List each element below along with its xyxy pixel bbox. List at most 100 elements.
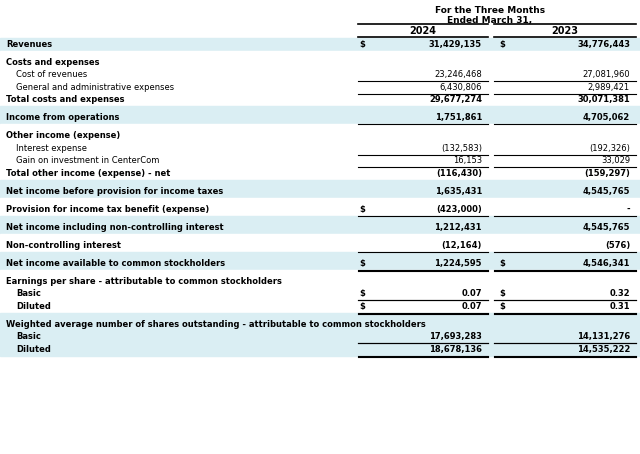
- Text: $: $: [359, 289, 365, 298]
- Text: 27,081,960: 27,081,960: [582, 70, 630, 79]
- Bar: [0, 216, 640, 221]
- Text: 17,693,283: 17,693,283: [429, 332, 482, 341]
- Text: 0.07: 0.07: [461, 289, 482, 298]
- Text: (132,583): (132,583): [441, 144, 482, 153]
- Bar: [0, 252, 640, 257]
- Bar: [0, 287, 640, 300]
- Bar: [0, 221, 640, 233]
- Text: Ended March 31,: Ended March 31,: [447, 16, 532, 25]
- Bar: [0, 239, 640, 252]
- Text: (116,430): (116,430): [436, 169, 482, 178]
- Text: For the Three Months: For the Three Months: [435, 6, 545, 15]
- Bar: [0, 203, 640, 216]
- Bar: [0, 270, 640, 275]
- Text: 1,212,431: 1,212,431: [435, 223, 482, 232]
- Text: Non-controlling interest: Non-controlling interest: [6, 241, 121, 250]
- Bar: [0, 318, 640, 331]
- Bar: [0, 50, 640, 56]
- Text: 2023: 2023: [552, 26, 579, 36]
- Text: 30,071,381: 30,071,381: [577, 95, 630, 104]
- Bar: [0, 275, 640, 287]
- Bar: [0, 257, 640, 270]
- Bar: [0, 112, 640, 124]
- Bar: [0, 154, 640, 167]
- Text: Revenues: Revenues: [6, 40, 52, 49]
- Text: $: $: [359, 205, 365, 214]
- Text: Gain on investment in CenterCom: Gain on investment in CenterCom: [16, 156, 159, 165]
- Text: 33,029: 33,029: [601, 156, 630, 165]
- Bar: [0, 343, 640, 355]
- Text: 1,635,431: 1,635,431: [435, 187, 482, 196]
- Text: (12,164): (12,164): [442, 241, 482, 250]
- Text: Costs and expenses: Costs and expenses: [6, 58, 99, 67]
- Text: 14,535,222: 14,535,222: [577, 345, 630, 354]
- Text: 14,131,276: 14,131,276: [577, 332, 630, 341]
- Text: $: $: [359, 40, 365, 49]
- Text: Cost of revenues: Cost of revenues: [16, 70, 87, 79]
- Text: 2,989,421: 2,989,421: [588, 83, 630, 92]
- Bar: [0, 94, 640, 106]
- Text: $: $: [499, 289, 505, 298]
- Text: (159,297): (159,297): [584, 169, 630, 178]
- Text: 2024: 2024: [410, 26, 436, 36]
- Text: Weighted average number of shares outstanding - attributable to common stockhold: Weighted average number of shares outsta…: [6, 320, 426, 329]
- Text: (423,000): (423,000): [436, 205, 482, 214]
- Text: Earnings per share - attributable to common stockholders: Earnings per share - attributable to com…: [6, 277, 282, 286]
- Text: Net income before provision for income taxes: Net income before provision for income t…: [6, 187, 223, 196]
- Text: 31,429,135: 31,429,135: [429, 40, 482, 49]
- Text: Basic: Basic: [16, 332, 41, 341]
- Text: $: $: [359, 259, 365, 268]
- Bar: [0, 106, 640, 112]
- Bar: [0, 197, 640, 203]
- Text: 34,776,443: 34,776,443: [577, 40, 630, 49]
- Text: Income from operations: Income from operations: [6, 113, 120, 122]
- Bar: [0, 185, 640, 197]
- Bar: [0, 69, 640, 81]
- Bar: [0, 38, 640, 50]
- Text: 16,153: 16,153: [453, 156, 482, 165]
- Text: Net income including non-controlling interest: Net income including non-controlling int…: [6, 223, 223, 232]
- Text: Diluted: Diluted: [16, 302, 51, 311]
- Bar: [0, 129, 640, 142]
- Bar: [0, 233, 640, 239]
- Bar: [0, 300, 640, 312]
- Bar: [0, 81, 640, 94]
- Text: 0.32: 0.32: [609, 289, 630, 298]
- Text: Total costs and expenses: Total costs and expenses: [6, 95, 125, 104]
- Text: 0.07: 0.07: [461, 302, 482, 311]
- Bar: [0, 0, 640, 38]
- Bar: [0, 331, 640, 343]
- Bar: [0, 179, 640, 185]
- Bar: [0, 167, 640, 179]
- Text: -: -: [627, 205, 630, 214]
- Text: General and administrative expenses: General and administrative expenses: [16, 83, 174, 92]
- Text: 4,546,341: 4,546,341: [582, 259, 630, 268]
- Text: $: $: [499, 40, 505, 49]
- Text: $: $: [499, 302, 505, 311]
- Text: 18,678,136: 18,678,136: [429, 345, 482, 354]
- Text: Provision for income tax benefit (expense): Provision for income tax benefit (expens…: [6, 205, 209, 214]
- Text: (576): (576): [605, 241, 630, 250]
- Text: 23,246,468: 23,246,468: [435, 70, 482, 79]
- Bar: [0, 312, 640, 318]
- Text: $: $: [499, 259, 505, 268]
- Text: Net income available to common stockholders: Net income available to common stockhold…: [6, 259, 225, 268]
- Text: 4,545,765: 4,545,765: [582, 187, 630, 196]
- Text: Total other income (expense) - net: Total other income (expense) - net: [6, 169, 170, 178]
- Text: 1,224,595: 1,224,595: [435, 259, 482, 268]
- Text: 0.31: 0.31: [609, 302, 630, 311]
- Text: Diluted: Diluted: [16, 345, 51, 354]
- Text: (192,326): (192,326): [589, 144, 630, 153]
- Text: 4,705,062: 4,705,062: [583, 113, 630, 122]
- Text: 6,430,806: 6,430,806: [440, 83, 482, 92]
- Text: 4,545,765: 4,545,765: [582, 223, 630, 232]
- Text: Interest expense: Interest expense: [16, 144, 87, 153]
- Text: Other income (expense): Other income (expense): [6, 131, 120, 140]
- Text: 29,677,274: 29,677,274: [429, 95, 482, 104]
- Bar: [0, 142, 640, 154]
- Text: $: $: [359, 302, 365, 311]
- Text: Basic: Basic: [16, 289, 41, 298]
- Bar: [0, 56, 640, 69]
- Text: 1,751,861: 1,751,861: [435, 113, 482, 122]
- Bar: [0, 124, 640, 129]
